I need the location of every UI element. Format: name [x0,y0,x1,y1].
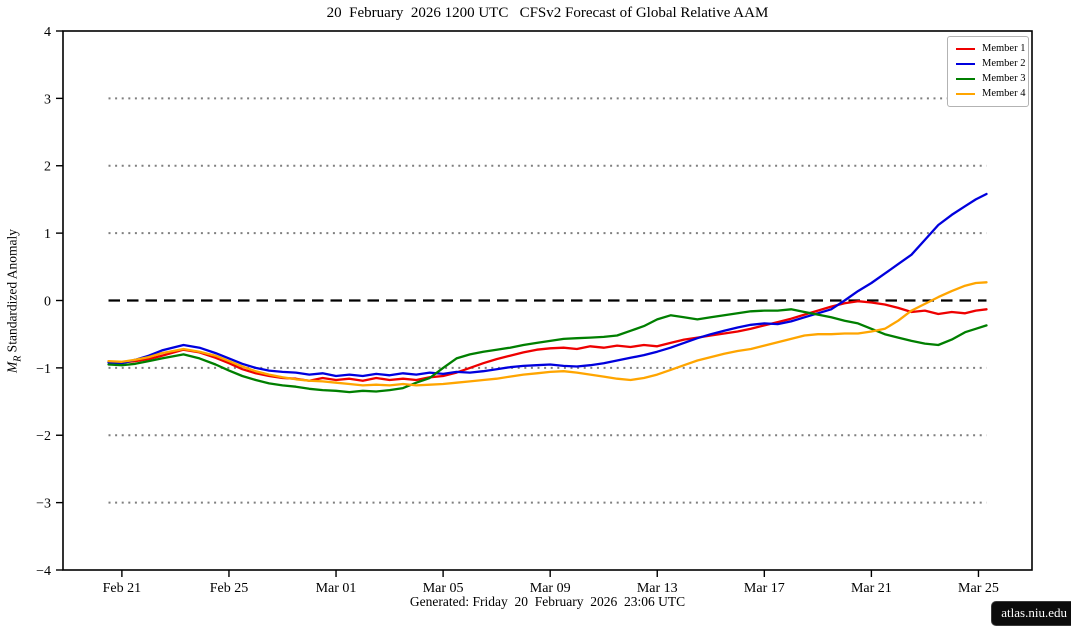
legend-line-swatch [956,78,975,80]
y-tick-label-3: 3 [44,92,51,107]
y-tick-label-1: 1 [44,227,51,242]
x-tick-label-Mar-01: Mar 01 [316,581,357,596]
legend-item-member-2: Member 2 [956,58,1026,69]
series-line-member-4 [107,281,988,387]
y-tick-label-2: 2 [44,160,51,175]
x-tick-label-Mar-05: Mar 05 [423,581,464,596]
generated-timestamp: Generated: Friday 20 February 2026 23:06… [409,594,686,609]
series-line-member-1 [107,300,988,382]
legend-line-swatch [956,93,975,95]
chart-title: 20 February 2026 1200 UTC CFSv2 Forecast… [326,5,769,21]
legend-item-label: Member 4 [982,88,1026,99]
y-tick-label-−4: −4 [36,564,51,579]
series-line-member-2 [107,192,988,378]
x-tick-label-Mar-13: Mar 13 [637,581,678,596]
y-tick-label-0: 0 [44,294,51,309]
legend-item-label: Member 1 [982,43,1026,54]
series-line-member-3 [107,308,988,394]
legend-line-swatch [956,48,975,50]
x-tick-label-Mar-21: Mar 21 [851,581,892,596]
x-tick-label-Feb-25: Feb 25 [210,581,249,596]
y-tick-label-−2: −2 [36,429,51,444]
x-tick-label-Mar-17: Mar 17 [744,581,785,596]
legend-item-label: Member 2 [982,58,1026,69]
y-tick-label-−1: −1 [36,362,51,377]
site-watermark-badge: atlas.niu.edu [991,601,1071,626]
legend-item-member-4: Member 4 [956,88,1026,99]
y-tick-label-4: 4 [44,25,51,40]
x-tick-label-Feb-21: Feb 21 [103,581,142,596]
legend-item-member-3: Member 3 [956,73,1026,84]
legend-item-member-1: Member 1 [956,43,1026,54]
legend: Member 1 Member 2 Member 3 Member 4 [947,36,1029,107]
legend-line-swatch [956,63,975,65]
x-tick-label-Mar-25: Mar 25 [958,581,999,596]
x-tick-label-Mar-09: Mar 09 [530,581,571,596]
legend-item-label: Member 3 [982,73,1026,84]
y-tick-label-−3: −3 [36,497,51,512]
